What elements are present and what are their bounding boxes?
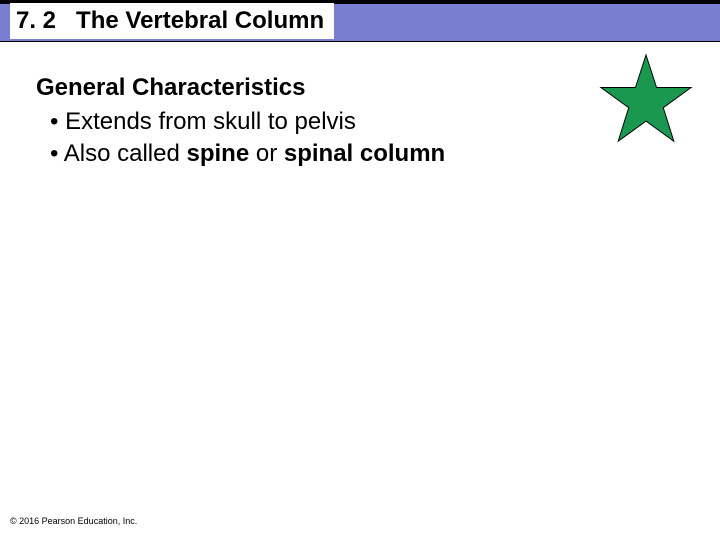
bullet-text-bold: spine xyxy=(186,140,255,167)
subheading: General Characteristics xyxy=(36,74,692,102)
star-shape xyxy=(601,55,691,141)
section-header-label: 7. 2 The Vertebral Column xyxy=(10,3,334,39)
section-title: The Vertebral Column xyxy=(76,7,324,34)
bullet-text-bold: spinal column xyxy=(284,140,445,167)
bullet-marker: • xyxy=(50,140,64,167)
bullet-text-plain: or xyxy=(256,140,284,167)
bullet-item-1: • Extends from skull to pelvis xyxy=(36,108,692,136)
section-header-bar: 7. 2 The Vertebral Column xyxy=(0,0,720,42)
section-number: 7. 2 xyxy=(16,7,56,34)
bullet-text-plain: Also called xyxy=(64,140,187,167)
star-icon xyxy=(598,52,694,148)
bullet-text: Extends from skull to pelvis xyxy=(65,108,356,135)
copyright-text: © 2016 Pearson Education, Inc. xyxy=(10,516,137,526)
bullet-item-2: • Also called spine or spinal column xyxy=(36,140,692,168)
bullet-marker: • xyxy=(50,108,65,135)
